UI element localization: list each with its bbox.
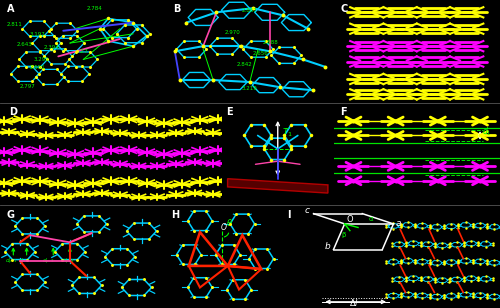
Text: 2.888: 2.888 [263, 40, 279, 45]
Text: 2.970: 2.970 [225, 30, 240, 35]
Text: 2.7: 2.7 [80, 49, 88, 54]
Text: $T_1$: $T_1$ [282, 127, 293, 139]
Text: $\Delta l$: $\Delta l$ [349, 297, 359, 308]
Text: a: a [396, 219, 401, 228]
Text: H: H [171, 209, 179, 220]
Text: $d_{p,3}$: $d_{p,3}$ [42, 257, 54, 267]
Text: O: O [347, 215, 354, 224]
Text: $d_{p,2}$: $d_{p,2}$ [18, 257, 31, 267]
Text: D: D [9, 107, 17, 117]
Polygon shape [228, 179, 328, 193]
Text: G: G [6, 209, 14, 220]
Text: C: C [340, 4, 347, 14]
Text: $\theta$: $\theta$ [226, 217, 232, 228]
Text: 2.656: 2.656 [253, 51, 269, 56]
Text: 2.394: 2.394 [44, 45, 59, 50]
Text: 2.797: 2.797 [20, 84, 36, 89]
Text: 2.867: 2.867 [242, 8, 257, 13]
Text: 2.842: 2.842 [236, 62, 252, 67]
Text: $d_{p,1}$: $d_{p,1}$ [5, 257, 18, 267]
Text: $O$: $O$ [220, 221, 228, 232]
Text: 2.643: 2.643 [16, 42, 32, 47]
Text: 3.219: 3.219 [242, 86, 257, 91]
Text: $d_1$: $d_1$ [482, 126, 492, 139]
Text: 2.551: 2.551 [30, 65, 46, 70]
Text: β: β [342, 232, 345, 238]
Text: 2.784: 2.784 [86, 6, 102, 11]
Text: 3.291: 3.291 [34, 56, 49, 62]
Text: E: E [226, 107, 233, 117]
Text: F: F [340, 107, 347, 117]
Text: b: b [324, 241, 330, 250]
Text: 3.197: 3.197 [30, 32, 46, 37]
Text: A: A [6, 4, 14, 14]
Text: I: I [287, 209, 290, 220]
Text: 2.811: 2.811 [6, 22, 22, 26]
Text: B: B [173, 4, 180, 14]
Text: $d_{p,4}$: $d_{p,4}$ [62, 257, 74, 267]
Text: c: c [304, 206, 310, 215]
Text: α: α [369, 216, 374, 222]
